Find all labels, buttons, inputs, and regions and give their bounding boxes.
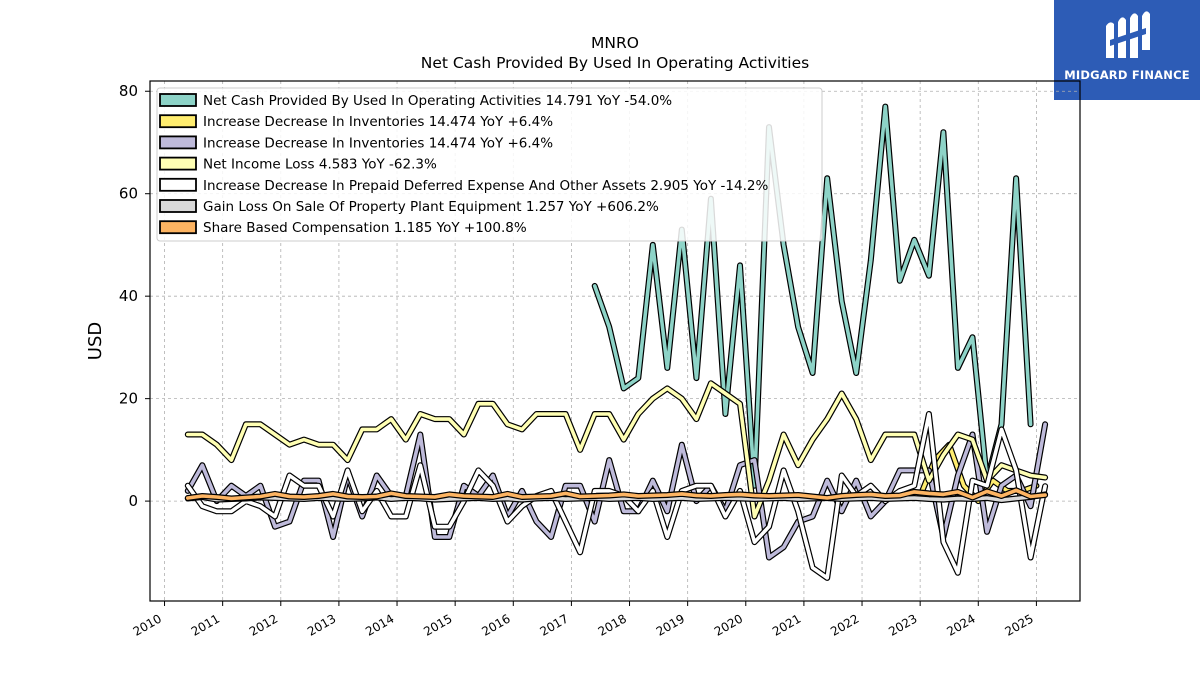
series-line — [186, 492, 1047, 502]
x-tick-label: 2010 — [131, 611, 164, 638]
x-tick-label: 2014 — [363, 611, 396, 638]
legend-item: Net Cash Provided By Used In Operating A… — [159, 93, 672, 109]
brand-logo: MIDGARD FINANCE — [1054, 0, 1200, 100]
x-tick-label: 2025 — [1002, 611, 1035, 638]
legend-swatch — [159, 177, 197, 192]
series-0 — [591, 103, 1034, 489]
x-tick-label: 2011 — [189, 611, 222, 638]
x-tick-label: 2017 — [537, 611, 570, 638]
brand-name: MIDGARD FINANCE — [1064, 68, 1190, 82]
legend-item: Gain Loss On Sale Of Property Plant Equi… — [159, 199, 659, 215]
legend-label: Gain Loss On Sale Of Property Plant Equi… — [203, 199, 659, 215]
series-2 — [184, 421, 1049, 561]
series-line — [186, 488, 1047, 501]
x-tick-label: 2015 — [421, 611, 454, 638]
chart-subtitle: Net Cash Provided By Used In Operating A… — [421, 54, 809, 72]
plot-frame — [149, 80, 1081, 602]
legend-label: Increase Decrease In Inventories 14.474 … — [203, 135, 553, 151]
legend-label: Net Cash Provided By Used In Operating A… — [203, 93, 672, 109]
legend-label: Increase Decrease In Prepaid Deferred Ex… — [203, 178, 768, 194]
series-line — [186, 422, 1047, 560]
x-tick-label: 2019 — [654, 611, 687, 638]
x-tick-label: 2023 — [886, 611, 919, 638]
legend-label: Increase Decrease In Inventories 14.474 … — [203, 114, 553, 130]
series-5 — [184, 491, 1049, 504]
series-line — [592, 104, 1033, 488]
legend-label: Net Income Loss 4.583 YoY -62.3% — [203, 157, 437, 173]
y-axis-label: USD — [85, 322, 106, 360]
legend-label: Share Based Compensation 1.185 YoY +100.… — [203, 220, 527, 236]
legend-item: Net Income Loss 4.583 YoY -62.3% — [159, 156, 437, 173]
x-tick-label: 2013 — [305, 611, 338, 638]
chart-title: MNRO — [591, 34, 639, 52]
x-tick-label: 2016 — [479, 611, 512, 638]
x-tick-label: 2020 — [712, 611, 745, 638]
legend-swatch — [159, 220, 197, 235]
y-tick-label: 40 — [119, 287, 138, 305]
y-tick-label: 0 — [128, 492, 138, 510]
legend-swatch — [159, 93, 197, 107]
legend-swatch — [159, 135, 197, 150]
y-tick-label: 60 — [119, 185, 138, 203]
legend-item: Increase Decrease In Inventories 14.474 … — [159, 135, 553, 151]
legend-swatch — [159, 156, 197, 171]
x-tick-label: 2022 — [828, 611, 861, 638]
x-tick-label: 2012 — [247, 611, 280, 638]
legend: Net Cash Provided By Used In Operating A… — [156, 87, 823, 242]
legend-item: Share Based Compensation 1.185 YoY +100.… — [159, 220, 527, 236]
legend-swatch — [159, 199, 197, 213]
series-lines — [184, 103, 1049, 581]
legend-swatch — [159, 114, 197, 129]
series-3 — [184, 380, 1049, 520]
x-tick-label: 2018 — [596, 611, 629, 638]
y-tick-label: 20 — [119, 390, 138, 408]
series-line — [186, 381, 1047, 519]
x-tick-label: 2021 — [770, 611, 803, 638]
brand-mark-icon — [1106, 11, 1150, 58]
legend-item: Increase Decrease In Inventories 14.474 … — [159, 114, 553, 130]
legend-item: Increase Decrease In Prepaid Deferred Ex… — [159, 177, 768, 194]
y-tick-label: 80 — [119, 82, 138, 100]
series-6 — [184, 487, 1049, 502]
legend-box — [156, 87, 823, 242]
x-tick-label: 2024 — [944, 611, 977, 638]
